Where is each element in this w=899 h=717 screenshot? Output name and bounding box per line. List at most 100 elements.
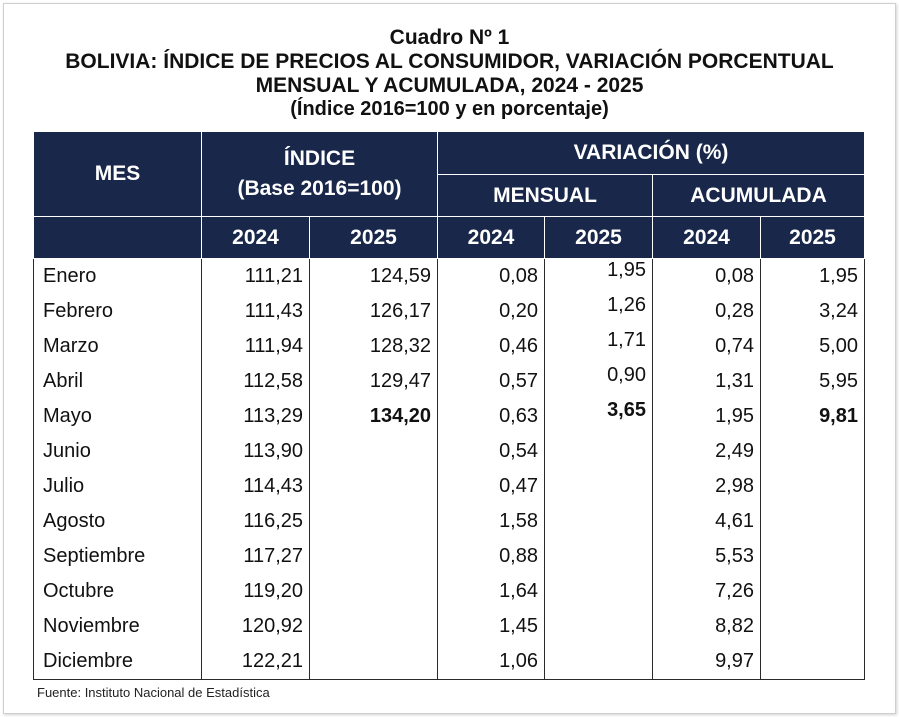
table-row: Julio 114,43 0,47 2,98 [33, 469, 865, 504]
table-row: Enero 111,21 124,59 0,08 1,95 0,08 1,95 [33, 258, 865, 294]
cell-acumulada-2024: 0,08 [652, 258, 761, 294]
cell-indice-2024: 111,94 [201, 329, 310, 364]
cell-acumulada-2024: 0,28 [652, 294, 761, 329]
cell-indice-2025 [309, 574, 438, 609]
cell-mensual-2025: 1,71 [544, 329, 653, 364]
table-row: Junio 113,90 0,54 2,49 [33, 434, 865, 469]
cell-indice-2024: 116,25 [201, 504, 310, 539]
cell-mensual-2025: 3,65 [544, 399, 653, 434]
cell-acumulada-2025: 3,24 [760, 294, 865, 329]
cell-mensual-2024: 0,54 [437, 434, 545, 469]
cell-acumulada-2024: 5,53 [652, 539, 761, 574]
cell-mensual-2025: 0,90 [544, 364, 653, 399]
header-year: 2025 [309, 216, 438, 259]
table-row: Noviembre 120,92 1,45 8,82 [33, 609, 865, 644]
cell-acumulada-2024: 2,49 [652, 434, 761, 469]
cell-month: Enero [33, 258, 202, 294]
cell-month: Marzo [33, 329, 202, 364]
cell-acumulada-2025 [760, 504, 865, 539]
table-row: Abril 112,58 129,47 0,57 0,90 1,31 5,95 [33, 364, 865, 399]
table-row: Marzo 111,94 128,32 0,46 1,71 0,74 5,00 [33, 329, 865, 364]
cell-indice-2025: 129,47 [309, 364, 438, 399]
cell-indice-2025 [309, 609, 438, 644]
cell-acumulada-2024: 7,26 [652, 574, 761, 609]
cell-acumulada-2024: 8,82 [652, 609, 761, 644]
cell-indice-2025 [309, 434, 438, 469]
cell-acumulada-2025 [760, 644, 865, 680]
cell-indice-2024: 111,43 [201, 294, 310, 329]
cell-indice-2024: 117,27 [201, 539, 310, 574]
table-row: Septiembre 117,27 0,88 5,53 [33, 539, 865, 574]
cell-acumulada-2025 [760, 469, 865, 504]
cell-mensual-2024: 0,88 [437, 539, 545, 574]
cell-mensual-2025 [544, 469, 653, 504]
table-row: Mayo 113,29 134,20 0,63 3,65 1,95 9,81 [33, 399, 865, 434]
cell-mensual-2025: 1,26 [544, 294, 653, 329]
header-year: 2024 [652, 216, 761, 259]
header-year: 2025 [760, 216, 865, 259]
cell-mensual-2025 [544, 574, 653, 609]
cell-month: Noviembre [33, 609, 202, 644]
header-year: 2025 [544, 216, 653, 259]
cell-indice-2025: 134,20 [309, 399, 438, 434]
cell-indice-2025: 128,32 [309, 329, 438, 364]
cell-indice-2024: 122,21 [201, 644, 310, 680]
cell-acumulada-2024: 2,98 [652, 469, 761, 504]
header-indice: ÍNDICE (Base 2016=100) [201, 131, 438, 217]
table-row: Febrero 111,43 126,17 0,20 1,26 0,28 3,2… [33, 294, 865, 329]
table-number: Cuadro Nº 1 [389, 26, 510, 49]
cell-month: Junio [33, 434, 202, 469]
cell-month: Septiembre [33, 539, 202, 574]
table-header: MES ÍNDICE (Base 2016=100) VARIACIÓN (%)… [33, 131, 865, 259]
cell-mensual-2025 [544, 434, 653, 469]
cell-mensual-2025 [544, 644, 653, 680]
cell-mensual-2024: 0,57 [437, 364, 545, 399]
cell-indice-2024: 114,43 [201, 469, 310, 504]
header-indice-label: ÍNDICE [283, 147, 356, 170]
cell-acumulada-2024: 0,74 [652, 329, 761, 364]
table-row: Agosto 116,25 1,58 4,61 [33, 504, 865, 539]
cell-month: Abril [33, 364, 202, 399]
cell-acumulada-2025 [760, 539, 865, 574]
cell-acumulada-2024: 1,95 [652, 399, 761, 434]
document-frame [3, 3, 896, 714]
cell-month: Julio [33, 469, 202, 504]
cell-mensual-2024: 0,47 [437, 469, 545, 504]
cell-mensual-2024: 0,20 [437, 294, 545, 329]
cell-month: Octubre [33, 574, 202, 609]
header-blank [33, 216, 202, 259]
cell-acumulada-2025: 5,95 [760, 364, 865, 399]
source-note: Fuente: Instituto Nacional de Estadístic… [37, 685, 270, 700]
cell-acumulada-2025 [760, 609, 865, 644]
table-row: Diciembre 122,21 1,06 9,97 [33, 644, 865, 680]
cell-mensual-2024: 0,08 [437, 258, 545, 294]
cell-indice-2024: 120,92 [201, 609, 310, 644]
cell-acumulada-2024: 1,31 [652, 364, 761, 399]
table-title-block: Cuadro Nº 1 BOLIVIA: ÍNDICE DE PRECIOS A… [0, 26, 899, 120]
cell-mensual-2025: 1,95 [544, 258, 653, 294]
cell-indice-2024: 119,20 [201, 574, 310, 609]
cell-indice-2024: 111,21 [201, 258, 310, 294]
cell-month: Febrero [33, 294, 202, 329]
cell-mensual-2024: 1,64 [437, 574, 545, 609]
header-acumulada: ACUMULADA [652, 174, 865, 217]
table-body: Enero 111,21 124,59 0,08 1,95 0,08 1,95 … [33, 258, 865, 680]
table-subtitle: MENSUAL Y ACUMULADA, 2024 - 2025 [255, 74, 644, 97]
cell-indice-2025: 126,17 [309, 294, 438, 329]
header-year: 2024 [437, 216, 545, 259]
cell-indice-2024: 113,29 [201, 399, 310, 434]
cell-mensual-2025 [544, 609, 653, 644]
cell-month: Mayo [33, 399, 202, 434]
header-indice-base: (Base 2016=100) [237, 177, 402, 200]
header-mes: MES [33, 131, 202, 217]
cpi-table: MES ÍNDICE (Base 2016=100) VARIACIÓN (%)… [33, 131, 865, 680]
cell-acumulada-2024: 9,97 [652, 644, 761, 680]
cell-mensual-2024: 0,46 [437, 329, 545, 364]
cell-acumulada-2025 [760, 574, 865, 609]
cell-month: Agosto [33, 504, 202, 539]
cell-indice-2024: 113,90 [201, 434, 310, 469]
header-year: 2024 [201, 216, 310, 259]
cell-acumulada-2025 [760, 434, 865, 469]
header-variacion: VARIACIÓN (%) [437, 131, 865, 175]
cell-mensual-2024: 1,06 [437, 644, 545, 680]
